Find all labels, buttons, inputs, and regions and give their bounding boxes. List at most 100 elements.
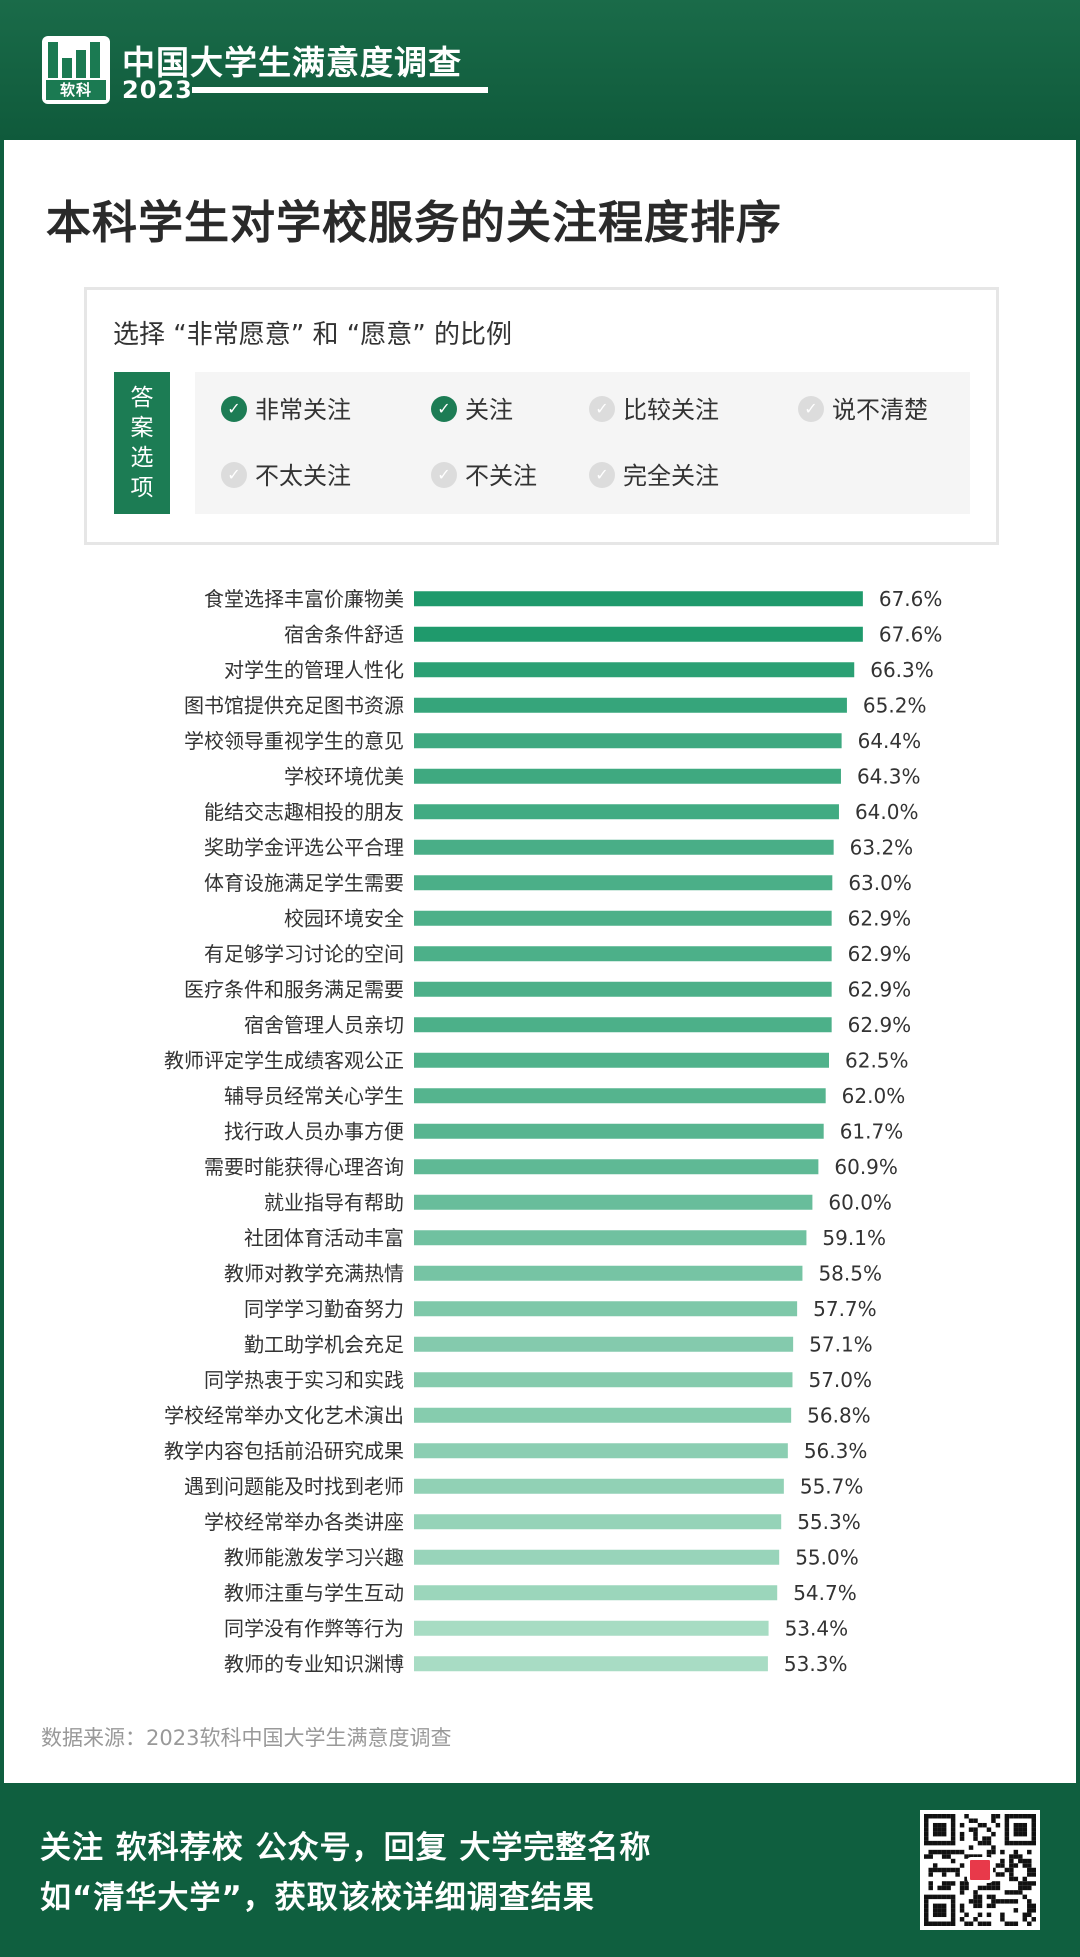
value-label: 56.8% bbox=[807, 1403, 871, 1427]
category-label: 对学生的管理人性化 bbox=[224, 658, 404, 682]
value-label: 53.4% bbox=[785, 1616, 849, 1640]
tag-char: 项 bbox=[130, 475, 154, 501]
value-label: 57.7% bbox=[813, 1297, 877, 1321]
value-label: 67.6% bbox=[879, 587, 943, 611]
logo-bars-icon bbox=[48, 42, 104, 78]
value-label: 58.5% bbox=[818, 1261, 882, 1285]
value-label: 54.7% bbox=[793, 1581, 857, 1605]
option-label: 不关注 bbox=[465, 462, 537, 490]
value-label: 67.6% bbox=[879, 622, 943, 646]
bar bbox=[414, 1549, 780, 1565]
bar bbox=[414, 1514, 782, 1530]
check-icon: ✓ bbox=[589, 462, 615, 488]
category-label: 辅导员经常关心学生 bbox=[224, 1084, 404, 1108]
legend-box: 选择 “非常愿意” 和 “愿意” 的比例 答 案 选 项 ✓ 非常关注 ✓ 关注 ✓… bbox=[84, 287, 999, 545]
bar bbox=[414, 1620, 769, 1636]
value-label: 60.9% bbox=[834, 1155, 898, 1179]
bar bbox=[414, 1407, 792, 1423]
data-source: 数据来源：2023软科中国大学生满意度调查 bbox=[41, 1726, 452, 1750]
qr-code[interactable] bbox=[920, 1810, 1040, 1930]
value-label: 57.0% bbox=[808, 1368, 872, 1392]
option-item: ✓ 非常关注 bbox=[221, 390, 351, 424]
value-label: 55.3% bbox=[797, 1510, 861, 1534]
bar bbox=[414, 875, 833, 891]
bar bbox=[414, 1336, 794, 1352]
option-item: ✓ 不关注 bbox=[431, 456, 537, 490]
bar bbox=[414, 1656, 768, 1672]
category-label: 社团体育活动丰富 bbox=[244, 1226, 404, 1250]
logo-text: 软科 bbox=[46, 80, 106, 100]
bar bbox=[414, 733, 842, 749]
option-label: 非常关注 bbox=[255, 396, 351, 424]
brand-logo: 软科 bbox=[42, 36, 110, 104]
bar bbox=[414, 1372, 793, 1388]
header: 软科 中国大学生满意度调查 2023 bbox=[0, 0, 1080, 140]
value-label: 63.0% bbox=[848, 871, 912, 895]
value-label: 57.1% bbox=[809, 1332, 873, 1356]
bar bbox=[414, 626, 863, 642]
check-icon: ✓ bbox=[431, 462, 457, 488]
value-label: 56.3% bbox=[804, 1439, 868, 1463]
category-label: 食堂选择丰富价廉物美 bbox=[204, 587, 404, 611]
bar bbox=[414, 1443, 788, 1459]
bar bbox=[414, 662, 855, 678]
category-label: 勤工助学机会充足 bbox=[244, 1332, 404, 1356]
category-label: 有足够学习讨论的空间 bbox=[204, 942, 404, 966]
bar bbox=[414, 839, 834, 855]
options-panel: ✓ 非常关注 ✓ 关注 ✓ 比较关注 ✓ 说不清楚 ✓ 不太关注 ✓ 不关注 ✓ 完全关注 bbox=[195, 372, 970, 514]
value-label: 62.9% bbox=[848, 942, 912, 966]
option-item: ✓ 比较关注 bbox=[589, 390, 719, 424]
category-label: 奖助学金评选公平合理 bbox=[204, 835, 404, 859]
answer-options-tag: 答 案 选 项 bbox=[114, 372, 170, 514]
tag-char: 答 bbox=[130, 385, 154, 411]
value-label: 62.9% bbox=[848, 977, 912, 1001]
bar bbox=[414, 697, 847, 713]
option-item: ✓ 完全关注 bbox=[589, 456, 719, 490]
footer-line-2: 如“清华大学”，获取该校详细调查结果 bbox=[40, 1880, 595, 1916]
bar bbox=[414, 768, 841, 784]
category-label: 同学学习勤奋努力 bbox=[244, 1297, 404, 1321]
page-title: 本科学生对学校服务的关注程度排序 bbox=[46, 196, 783, 249]
category-label: 学校领导重视学生的意见 bbox=[184, 729, 404, 753]
brand-year: 2023 bbox=[122, 76, 193, 104]
check-icon: ✓ bbox=[589, 396, 615, 422]
category-label: 同学热衷于实习和实践 bbox=[204, 1368, 404, 1392]
category-label: 医疗条件和服务满足需要 bbox=[184, 977, 404, 1001]
category-label: 教师对教学充满热情 bbox=[224, 1261, 404, 1285]
check-icon: ✓ bbox=[221, 462, 247, 488]
tag-char: 案 bbox=[130, 415, 154, 441]
category-label: 体育设施满足学生需要 bbox=[204, 871, 404, 895]
value-label: 62.5% bbox=[845, 1048, 909, 1072]
check-icon: ✓ bbox=[431, 396, 457, 422]
brand-underline bbox=[192, 87, 488, 93]
category-label: 能结交志趣相投的朋友 bbox=[204, 800, 404, 824]
category-label: 教师能激发学习兴趣 bbox=[224, 1545, 404, 1569]
content-card: 本科学生对学校服务的关注程度排序 选择 “非常愿意” 和 “愿意” 的比例 答 … bbox=[4, 140, 1076, 1783]
option-label: 完全关注 bbox=[623, 462, 719, 490]
category-label: 宿舍条件舒适 bbox=[284, 622, 404, 646]
value-label: 53.3% bbox=[784, 1652, 848, 1676]
bar bbox=[414, 1123, 824, 1139]
value-label: 60.0% bbox=[828, 1190, 892, 1214]
category-label: 同学没有作弊等行为 bbox=[224, 1616, 404, 1640]
bar bbox=[414, 1159, 819, 1175]
tag-char: 选 bbox=[130, 445, 154, 471]
check-icon: ✓ bbox=[798, 396, 824, 422]
option-item: ✓ 不太关注 bbox=[221, 456, 351, 490]
option-item: ✓ 关注 bbox=[431, 390, 513, 424]
legend-subtitle: 选择 “非常愿意” 和 “愿意” 的比例 bbox=[113, 320, 512, 350]
category-label: 需要时能获得心理咨询 bbox=[204, 1155, 404, 1179]
category-label: 教师的专业知识渊博 bbox=[224, 1652, 404, 1676]
value-label: 55.0% bbox=[795, 1545, 859, 1569]
value-label: 61.7% bbox=[840, 1119, 904, 1143]
bar bbox=[414, 1088, 826, 1104]
category-label: 图书馆提供充足图书资源 bbox=[184, 693, 404, 717]
bar bbox=[414, 1230, 807, 1246]
category-label: 教师注重与学生互动 bbox=[224, 1581, 404, 1605]
bar bbox=[414, 1194, 813, 1210]
value-label: 64.0% bbox=[855, 800, 919, 824]
category-label: 遇到问题能及时找到老师 bbox=[184, 1474, 404, 1498]
option-label: 关注 bbox=[465, 396, 513, 424]
category-label: 教学内容包括前沿研究成果 bbox=[164, 1439, 404, 1463]
brand-title: 中国大学生满意度调查 bbox=[122, 43, 462, 82]
